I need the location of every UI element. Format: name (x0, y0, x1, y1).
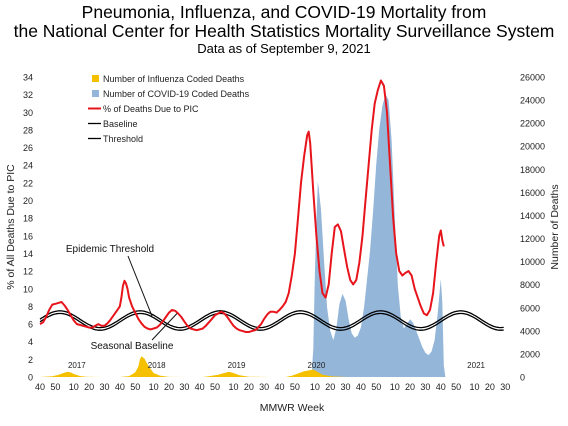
x-tick-label: 30 (500, 382, 510, 392)
y-left-tick-label: 16 (23, 231, 33, 241)
y-left-tick-label: 34 (23, 73, 33, 83)
x-tick-label: 10 (470, 382, 480, 392)
annotation-epidemic-threshold: Epidemic Threshold (66, 244, 154, 255)
y-right-tick-label: 18000 (520, 165, 545, 175)
chart-title-line2: the National Center for Health Statistic… (13, 21, 555, 41)
legend-label-threshold: Threshold (103, 134, 143, 144)
y-right-tick-label: 20000 (520, 142, 545, 152)
y-left-tick-label: 24 (23, 161, 33, 171)
x-tick-label: 10 (310, 382, 320, 392)
x-tick-label: 40 (195, 382, 205, 392)
x-tick-label: 50 (210, 382, 220, 392)
year-label: 2017 (68, 361, 86, 370)
year-label: 2020 (307, 361, 325, 370)
chart-title: Pneumonia, Influenza, and COVID-19 Morta… (81, 2, 487, 22)
x-tick-label: 20 (325, 382, 335, 392)
y-left-tick-label: 8 (28, 302, 33, 312)
x-tick-label: 50 (290, 382, 300, 392)
y-left-axis-title: % of All Deaths Due to PIC (5, 164, 17, 290)
x-tick-label: 40 (436, 382, 446, 392)
y-left-tick-label: 20 (23, 196, 33, 206)
y-left-tick-label: 22 (23, 178, 33, 188)
x-tick-label: 30 (420, 382, 430, 392)
x-tick-label: 20 (244, 382, 254, 392)
x-tick-label: 50 (371, 382, 381, 392)
x-tick-label: 40 (356, 382, 366, 392)
x-tick-label: 50 (50, 382, 60, 392)
legend-swatch-covid (92, 90, 99, 97)
y-right-tick-label: 2000 (520, 349, 540, 359)
legend-label-baseline: Baseline (103, 119, 138, 129)
pic-percent-line (39, 79, 445, 333)
annotation-epidemic-threshold-arrow (127, 255, 153, 317)
x-tick-label: 20 (84, 382, 94, 392)
annotation-seasonal-baseline-arrow (151, 313, 178, 341)
y-left-tick-label: 28 (23, 125, 33, 135)
y-left-tick-label: 32 (23, 90, 33, 100)
x-tick-label: 10 (149, 382, 159, 392)
y-right-tick-label: 10000 (520, 257, 545, 267)
x-tick-label: 10 (228, 382, 238, 392)
y-left-tick-label: 0 (28, 373, 33, 383)
y-left-tick-label: 26 (23, 143, 33, 153)
covid-deaths-area (308, 94, 446, 378)
y-right-tick-label: 16000 (520, 188, 545, 198)
x-tick-label: 50 (451, 382, 461, 392)
year-label: 2019 (228, 361, 246, 370)
y-left-tick-label: 6 (28, 320, 33, 330)
x-tick-label: 40 (35, 382, 45, 392)
y-left-tick-label: 18 (23, 214, 33, 224)
x-tick-label: 30 (259, 382, 269, 392)
x-tick-label: 40 (275, 382, 285, 392)
y-right-axis-title: Number of Deaths (549, 184, 561, 269)
x-tick-label: 30 (99, 382, 109, 392)
y-right-tick-label: 22000 (520, 119, 545, 129)
x-tick-label: 50 (130, 382, 140, 392)
x-tick-label: 20 (164, 382, 174, 392)
x-tick-label: 10 (390, 382, 400, 392)
baseline-line (39, 312, 504, 331)
legend-label-covid: Number of COVID-19 Coded Deaths (103, 89, 250, 99)
y-left-tick-label: 10 (23, 284, 33, 294)
y-left-tick-label: 2 (28, 355, 33, 365)
legend-label-influenza: Number of Influenza Coded Deaths (103, 74, 245, 84)
y-right-tick-label: 6000 (520, 303, 540, 313)
y-right-tick-label: 8000 (520, 280, 540, 290)
x-tick-label: 10 (69, 382, 79, 392)
y-left-tick-label: 12 (23, 267, 33, 277)
y-right-tick-label: 24000 (520, 96, 545, 106)
y-right-tick-label: 12000 (520, 234, 545, 244)
y-right-tick-label: 4000 (520, 326, 540, 336)
x-axis-title: MMWR Week (260, 402, 325, 414)
legend-label-pic: % of Deaths Due to PIC (103, 104, 199, 114)
year-label: 2021 (467, 361, 485, 370)
x-tick-label: 20 (405, 382, 415, 392)
x-tick-label: 30 (179, 382, 189, 392)
y-right-tick-label: 26000 (520, 73, 545, 83)
threshold-line (39, 310, 504, 329)
annotation-seasonal-baseline: Seasonal Baseline (91, 341, 174, 352)
y-right-tick-label: 14000 (520, 211, 545, 221)
x-tick-label: 30 (341, 382, 351, 392)
x-tick-label: 40 (115, 382, 125, 392)
y-left-tick-label: 14 (23, 249, 33, 259)
chart-subtitle: Data as of September 9, 2021 (197, 41, 371, 56)
year-label: 2018 (148, 361, 166, 370)
x-tick-label: 20 (485, 382, 495, 392)
y-right-tick-label: 0 (520, 373, 525, 383)
y-left-tick-label: 30 (23, 108, 33, 118)
legend-swatch-influenza (92, 75, 99, 82)
y-left-tick-label: 4 (28, 337, 33, 347)
